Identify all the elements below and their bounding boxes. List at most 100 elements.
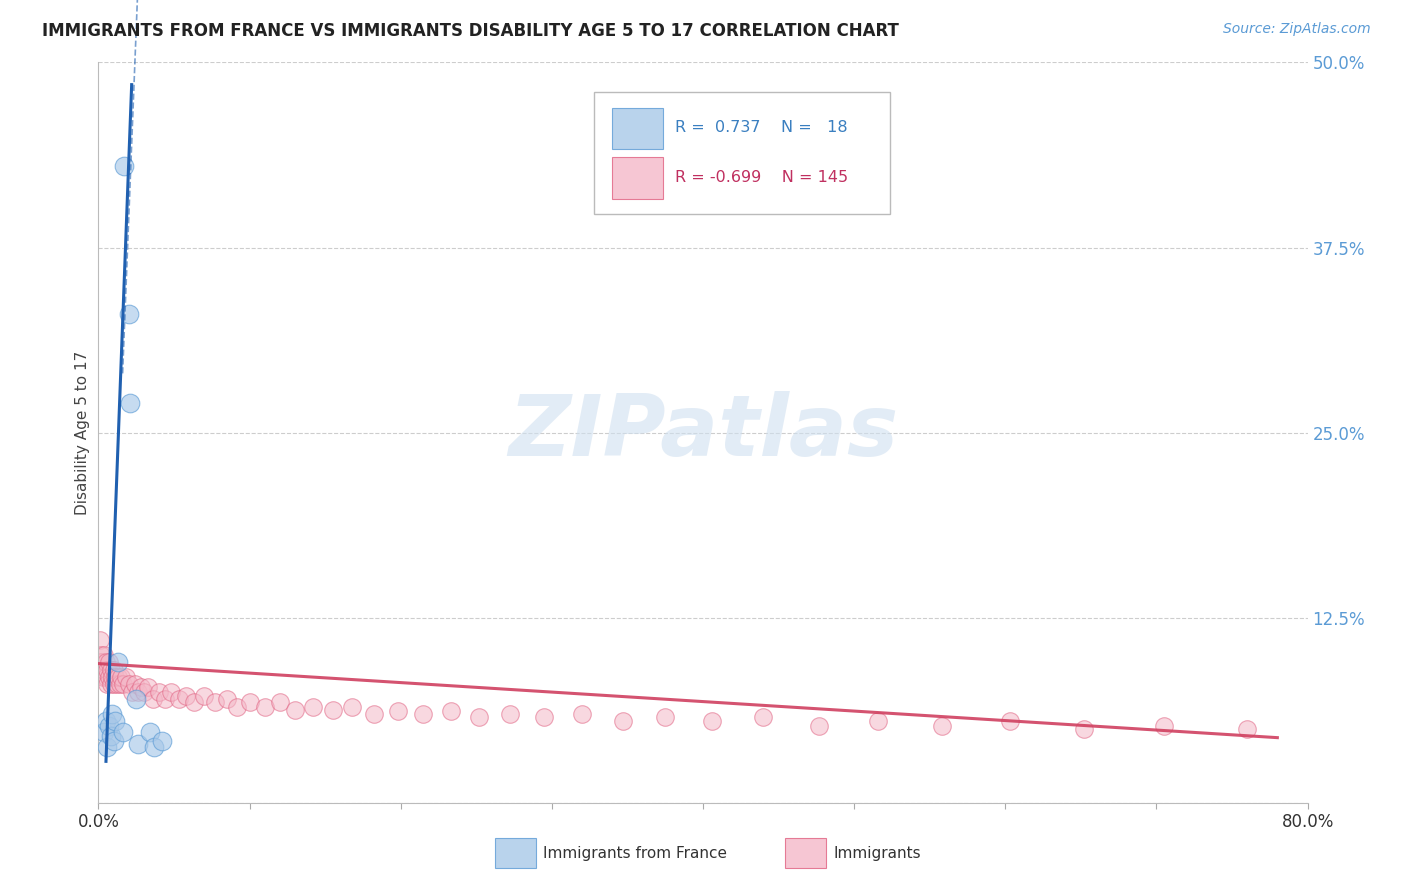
Point — [752, 710, 775, 724]
Point — [118, 677, 141, 691]
FancyBboxPatch shape — [495, 838, 536, 868]
Point — [132, 685, 155, 699]
Point — [183, 695, 205, 709]
Point — [114, 670, 136, 684]
Point — [302, 699, 325, 714]
Point — [160, 685, 183, 699]
Point — [387, 704, 409, 718]
Point — [139, 724, 162, 739]
Point — [103, 677, 125, 691]
Point — [104, 670, 127, 684]
Point — [96, 739, 118, 754]
Point — [89, 632, 111, 647]
Point — [98, 655, 121, 669]
Y-axis label: Disability Age 5 to 17: Disability Age 5 to 17 — [75, 351, 90, 515]
Point — [110, 670, 132, 684]
Point — [105, 677, 128, 691]
Text: IMMIGRANTS FROM FRANCE VS IMMIGRANTS DISABILITY AGE 5 TO 17 CORRELATION CHART: IMMIGRANTS FROM FRANCE VS IMMIGRANTS DIS… — [42, 22, 898, 40]
Point — [94, 714, 117, 729]
Point — [98, 670, 121, 684]
Point — [94, 655, 117, 669]
Point — [103, 733, 125, 747]
Point — [101, 706, 124, 721]
Point — [107, 655, 129, 669]
Point — [90, 655, 112, 669]
Text: R = -0.699    N = 145: R = -0.699 N = 145 — [675, 169, 848, 185]
Point — [998, 714, 1021, 729]
Point — [107, 670, 129, 684]
Point — [129, 681, 152, 695]
Point — [103, 663, 125, 677]
FancyBboxPatch shape — [595, 92, 890, 214]
Point — [90, 648, 112, 662]
Point — [571, 706, 593, 721]
Point — [700, 714, 723, 729]
FancyBboxPatch shape — [613, 108, 664, 149]
Point — [284, 702, 307, 716]
Point — [100, 729, 122, 743]
Point — [96, 677, 118, 691]
Point — [100, 677, 122, 691]
Point — [93, 663, 115, 677]
FancyBboxPatch shape — [785, 838, 827, 868]
Text: Immigrants: Immigrants — [834, 846, 921, 861]
Point — [142, 692, 165, 706]
Point — [468, 710, 491, 724]
FancyBboxPatch shape — [613, 157, 664, 199]
Point — [127, 685, 149, 699]
Point — [91, 670, 114, 684]
Point — [226, 699, 249, 714]
Point — [96, 663, 118, 677]
Point — [215, 692, 238, 706]
Point — [498, 706, 520, 721]
Point — [118, 307, 141, 321]
Point — [612, 714, 634, 729]
Point — [868, 714, 890, 729]
Point — [153, 692, 176, 706]
Point — [120, 396, 142, 410]
Point — [125, 692, 148, 706]
Point — [439, 704, 461, 718]
Point — [533, 710, 555, 724]
Point — [412, 706, 434, 721]
Point — [111, 677, 134, 691]
Point — [204, 695, 226, 709]
Point — [143, 739, 166, 754]
Point — [93, 724, 115, 739]
Text: ZIPatlas: ZIPatlas — [508, 391, 898, 475]
Point — [1236, 722, 1258, 736]
Point — [931, 719, 953, 733]
Point — [808, 719, 831, 733]
Point — [253, 699, 276, 714]
Point — [94, 670, 117, 684]
Text: R =  0.737    N =   18: R = 0.737 N = 18 — [675, 120, 848, 135]
Point — [363, 706, 385, 721]
Point — [239, 695, 262, 709]
Point — [269, 695, 291, 709]
Point — [100, 663, 122, 677]
Point — [193, 689, 215, 703]
Point — [127, 737, 149, 751]
Point — [342, 699, 364, 714]
Point — [1073, 722, 1095, 736]
Point — [108, 677, 131, 691]
Point — [111, 724, 134, 739]
Point — [93, 648, 115, 662]
Point — [174, 689, 197, 703]
Text: Source: ZipAtlas.com: Source: ZipAtlas.com — [1223, 22, 1371, 37]
Point — [136, 681, 159, 695]
Point — [98, 719, 121, 733]
Point — [101, 670, 124, 684]
Point — [112, 159, 135, 173]
Point — [124, 677, 146, 691]
Point — [322, 702, 344, 716]
Point — [104, 714, 127, 729]
Point — [1153, 719, 1175, 733]
Point — [150, 733, 173, 747]
Point — [121, 685, 143, 699]
Point — [91, 663, 114, 677]
Point — [167, 692, 190, 706]
Point — [654, 710, 676, 724]
Point — [148, 685, 170, 699]
Text: Immigrants from France: Immigrants from France — [543, 846, 727, 861]
